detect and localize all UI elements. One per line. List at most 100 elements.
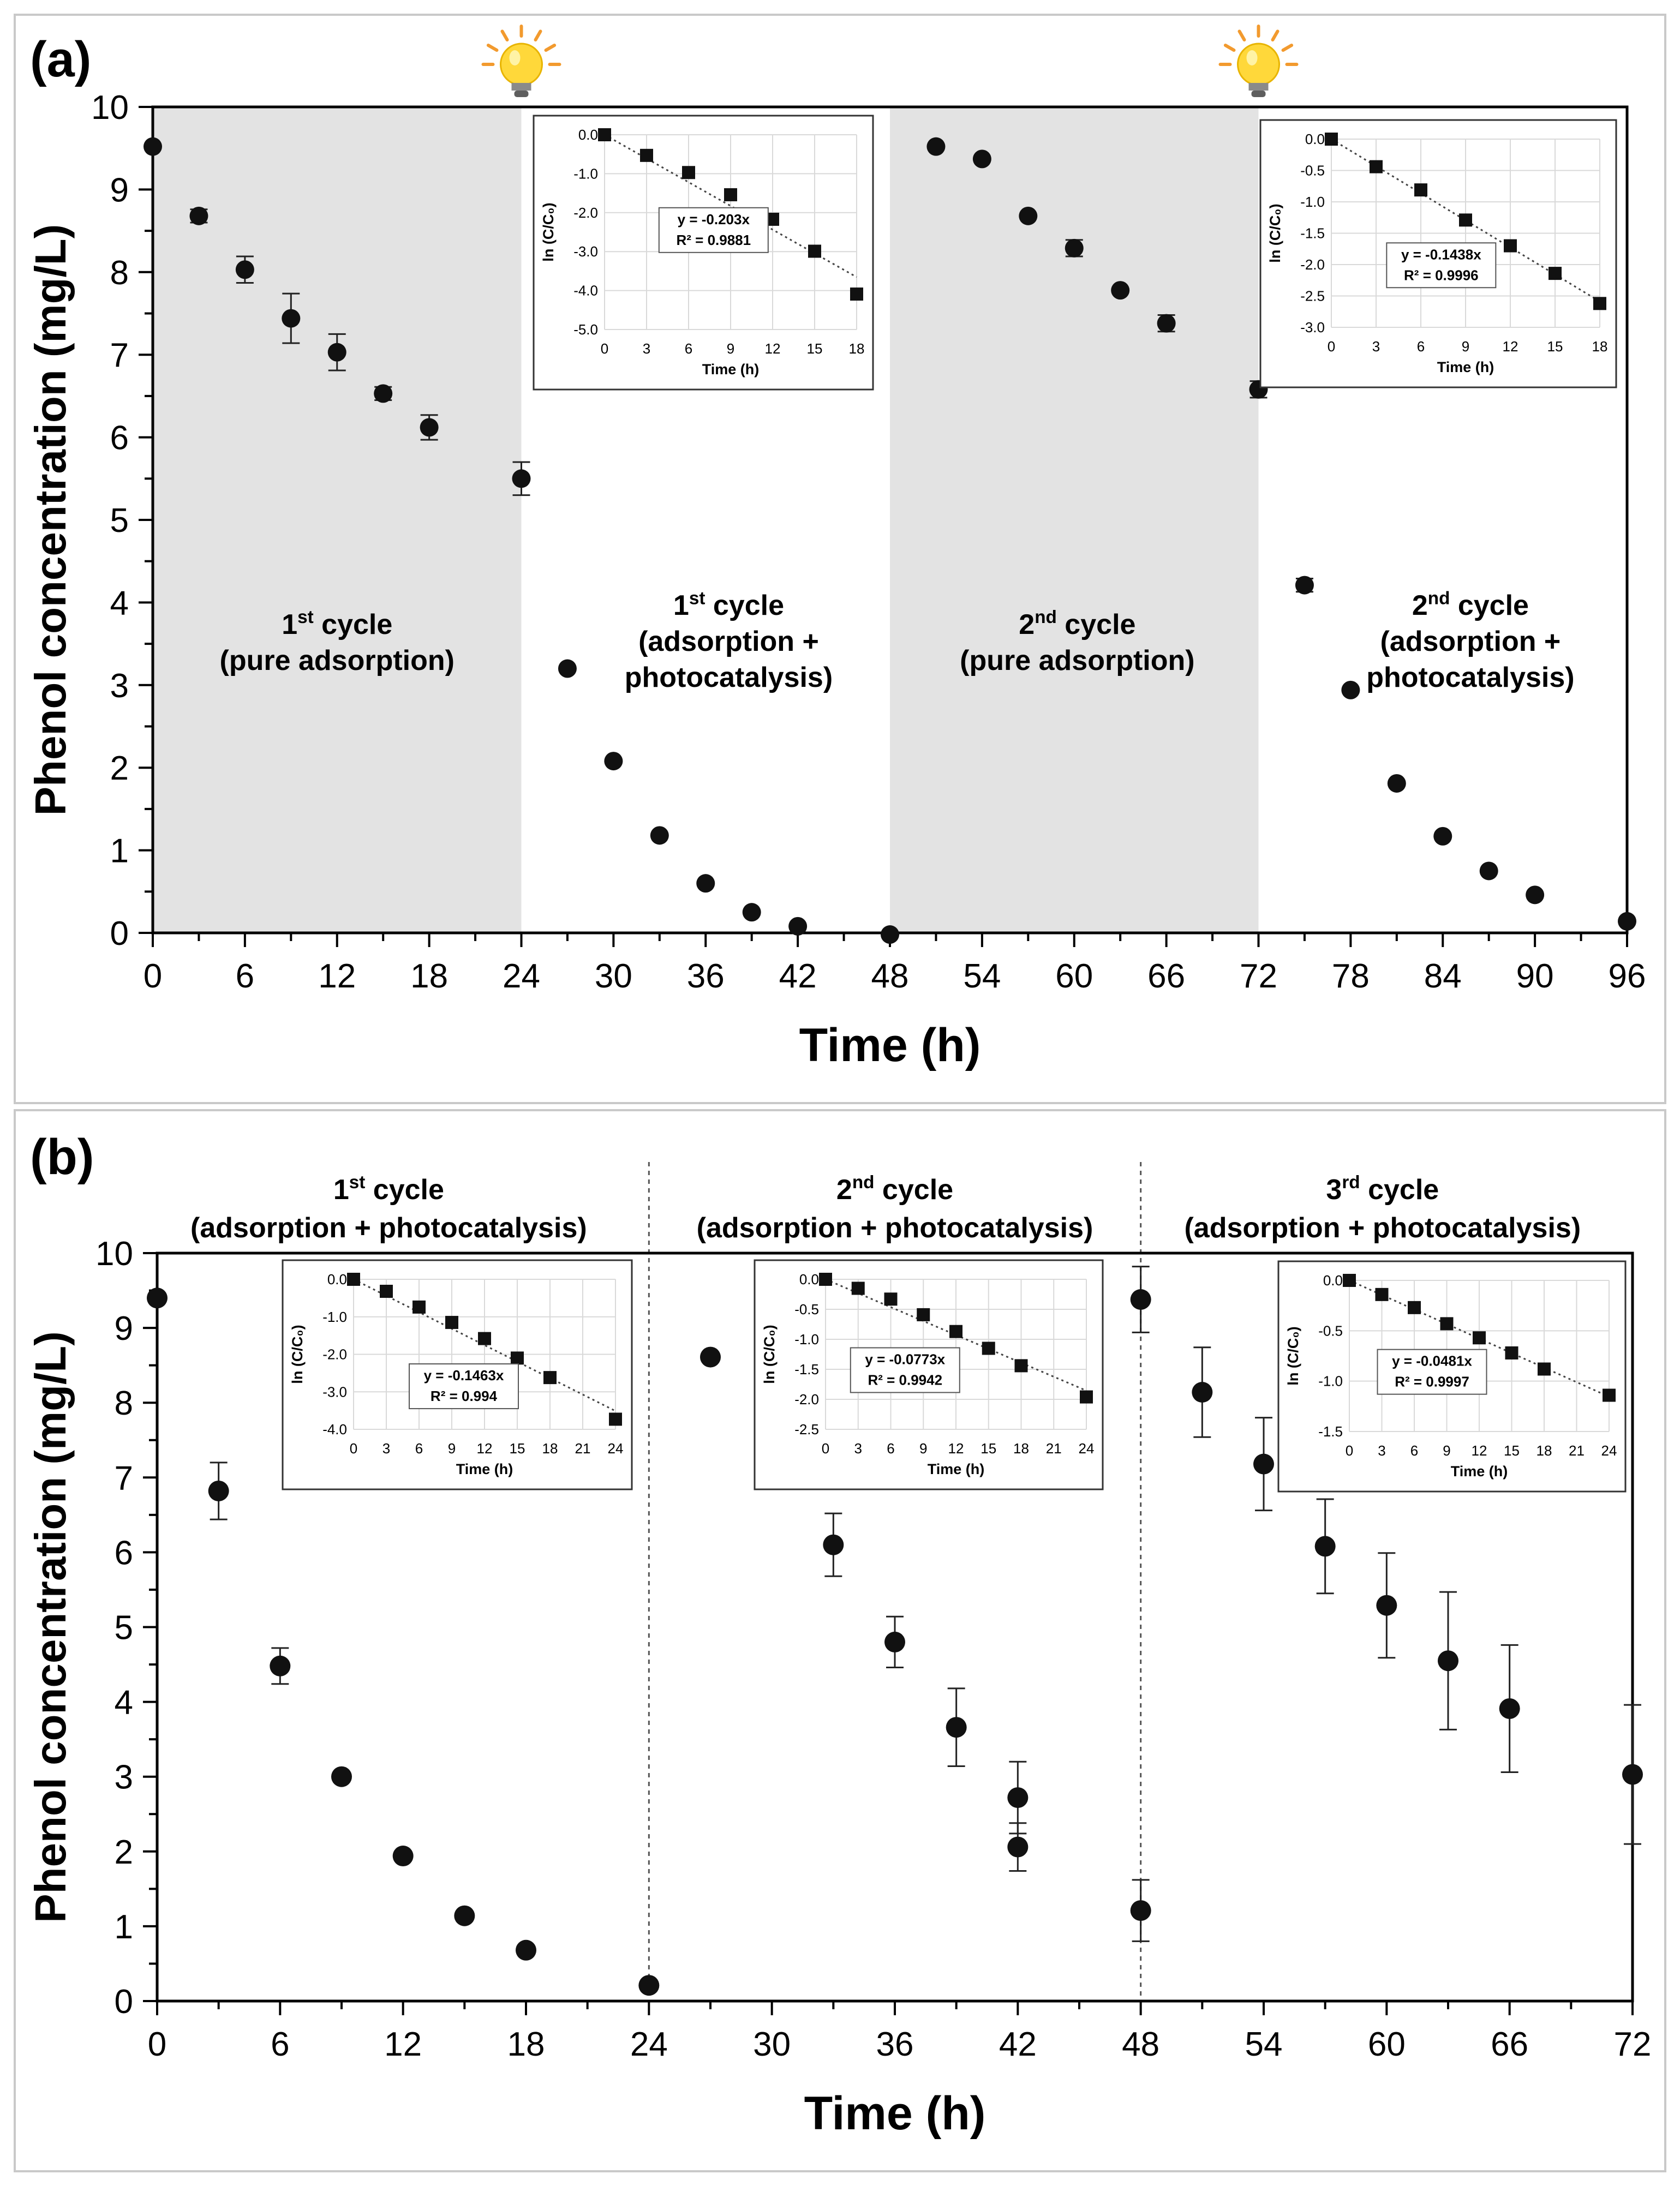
y-tick-label: 10 xyxy=(95,1235,133,1273)
y-tick-label: 4 xyxy=(110,584,129,622)
inset-equation: y = -0.0481x xyxy=(1392,1353,1472,1369)
cycle-annotation-line: 1st cycle xyxy=(333,1172,444,1206)
cycle-annotation-line: (pure adsorption) xyxy=(960,645,1194,676)
data-point xyxy=(1526,885,1545,905)
data-point xyxy=(331,1766,352,1787)
inset-y-tick-label: -1.5 xyxy=(1318,1423,1343,1440)
inset-data-point xyxy=(917,1308,930,1321)
inset-y-tick-label: -1.0 xyxy=(1318,1373,1343,1390)
data-point xyxy=(881,925,899,944)
inset-y-tick-label: -2.5 xyxy=(1300,288,1325,304)
data-point xyxy=(144,137,162,156)
cycle-annotation-line-main: 2 xyxy=(836,1174,852,1206)
y-tick-label: 1 xyxy=(110,833,129,870)
data-point xyxy=(1253,1453,1274,1475)
data-point xyxy=(650,826,669,845)
y-tick-label: 2 xyxy=(115,1834,133,1871)
x-tick-label: 30 xyxy=(753,2026,791,2063)
inset-chart-1: 0 3 6 9 12 15 18 21 24 0.0 -0.5 -1.0 -1.5 -2.0 -2.5 Tim… xyxy=(754,1259,1104,1490)
cycle-annotation-line-main: (adsorption + xyxy=(1380,626,1561,657)
inset-x-tick-label: 15 xyxy=(510,1440,525,1457)
inset-x-axis-label: Time (h) xyxy=(1451,1463,1508,1480)
x-tick-label: 12 xyxy=(318,957,356,995)
data-point xyxy=(1130,1289,1151,1310)
inset-chart-2: 0 3 6 9 12 15 18 21 24 0.0 -0.5 -1.0 -1.5 Time (h) ln … xyxy=(1277,1260,1627,1493)
inset-y-tick-label: -0.5 xyxy=(1300,163,1325,179)
inset-y-tick-label: -1.0 xyxy=(1300,194,1325,210)
inset-y-tick-label: -3.0 xyxy=(573,243,598,260)
inset-y-tick-label: -2.0 xyxy=(1300,256,1325,273)
cycle-annotation-line: (adsorption + photocatalysis) xyxy=(1184,1212,1581,1244)
cycle-annotation-line: (adsorption + photocatalysis) xyxy=(190,1212,587,1244)
cycle-annotation-line: photocatalysis) xyxy=(1366,662,1574,693)
data-point xyxy=(1019,206,1038,225)
inset-x-tick-label: 0 xyxy=(822,1440,829,1457)
data-point xyxy=(1479,861,1498,881)
cycle-annotation-line-superscript: rd xyxy=(1342,1172,1360,1193)
x-tick-label: 72 xyxy=(1240,957,1277,995)
data-point xyxy=(972,149,991,169)
x-tick-label: 90 xyxy=(1516,957,1554,995)
chart-a: 0 6 12 18 24 30 36 42 48 54 60 66 72 78 84 90 9601234567… xyxy=(26,25,1646,1071)
inset-x-tick-label: 3 xyxy=(854,1440,862,1457)
inset-data-point xyxy=(1549,267,1562,280)
cycle-annotation-line-rest: cycle xyxy=(874,1174,953,1206)
shaded-adsorption-region xyxy=(890,107,1259,933)
light-ray xyxy=(1281,44,1294,52)
inset-data-point xyxy=(1414,183,1427,197)
data-point xyxy=(392,1846,414,1867)
inset-data-point xyxy=(851,1281,865,1295)
inset-data-point xyxy=(819,1273,832,1286)
x-tick-label: 54 xyxy=(1245,2026,1283,2063)
inset-data-point xyxy=(1459,213,1472,227)
light-ray xyxy=(1223,44,1236,52)
y-tick-label: 2 xyxy=(110,750,129,787)
y-axis-label: Phenol concentration (mg/L) xyxy=(26,224,75,816)
inset-data-point xyxy=(1014,1359,1028,1373)
inset-r-squared: R² = 0.9942 xyxy=(868,1372,942,1388)
cycle-annotation-line-rest: cycle xyxy=(365,1174,444,1206)
x-tick-label: 60 xyxy=(1055,957,1093,995)
inset-y-tick-label: -0.5 xyxy=(1318,1322,1343,1339)
inset-r-squared: R² = 0.9996 xyxy=(1404,267,1479,283)
x-axis-label: Time (h) xyxy=(799,1019,981,1071)
data-point xyxy=(823,1534,844,1555)
light-ray xyxy=(544,44,557,52)
light-ray xyxy=(486,44,499,52)
inset-data-point xyxy=(598,128,611,141)
x-tick-label: 60 xyxy=(1368,2026,1406,2063)
cycle-annotation-line: 1st cycle xyxy=(673,588,784,621)
x-tick-label: 54 xyxy=(963,957,1001,995)
cycle-annotation-line-main: 1 xyxy=(673,590,689,621)
data-point xyxy=(1433,827,1452,846)
inset-y-tick-label: -2.0 xyxy=(794,1391,819,1408)
data-point xyxy=(1192,1382,1213,1403)
inset-x-tick-label: 9 xyxy=(448,1440,456,1457)
data-point xyxy=(604,752,623,771)
inset-x-axis-label: Time (h) xyxy=(456,1461,513,1477)
inset-x-tick-label: 6 xyxy=(415,1440,423,1457)
inset-y-tick-label: -0.5 xyxy=(794,1301,819,1317)
data-point xyxy=(327,343,346,362)
inset-x-tick-label: 9 xyxy=(727,340,734,357)
data-point xyxy=(1438,1650,1458,1672)
data-point xyxy=(270,1655,291,1676)
inset-x-tick-label: 9 xyxy=(919,1440,927,1457)
inset-x-tick-label: 24 xyxy=(1601,1442,1617,1459)
inset-chart-1: 0 3 6 9 12 15 18 0.0 -0.5 -1.0 -1.5 -2.0 -2.5 -3.0 Tim… xyxy=(1259,119,1617,388)
data-point xyxy=(147,1287,168,1309)
cycle-annotation-line: 2nd cycle xyxy=(1412,588,1529,621)
inset-x-tick-label: 6 xyxy=(887,1440,894,1457)
data-point xyxy=(788,917,808,936)
cycle-annotation-line-superscript: st xyxy=(689,588,706,608)
cycle-annotation-line: 2nd cycle xyxy=(1019,607,1135,640)
inset-data-point xyxy=(982,1341,995,1355)
inset-data-point xyxy=(1370,160,1383,173)
inset-x-tick-label: 15 xyxy=(981,1440,996,1457)
inset-y-axis-label: ln (C/C₀) xyxy=(1267,203,1283,262)
inset-x-tick-label: 12 xyxy=(1472,1442,1487,1459)
x-tick-label: 6 xyxy=(236,957,254,995)
data-point xyxy=(1295,576,1314,595)
cycle-annotation-line-superscript: nd xyxy=(1035,607,1057,627)
y-tick-label: 5 xyxy=(110,502,129,540)
